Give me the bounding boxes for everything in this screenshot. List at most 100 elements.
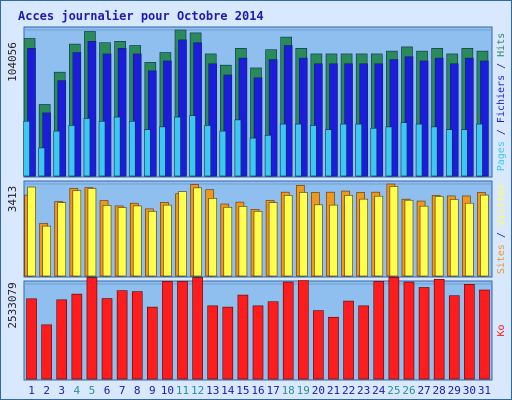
hits-panel: 104056 Pages / Fichiers / Hits <box>6 26 507 178</box>
chart-panels: 104056 Pages / Fichiers / Hits 3413 Sites /… <box>6 26 507 381</box>
x-tick-label-14: 14 <box>221 384 235 397</box>
bar-sites-6 <box>102 205 112 277</box>
chart-title: Acces journalier pour Octobre 2014 <box>18 9 264 23</box>
bar-fichiers-28 <box>434 57 444 177</box>
bar-fichiers-8 <box>132 53 142 177</box>
bar-fichiers-23 <box>359 63 368 177</box>
bar-fichiers-27 <box>419 60 429 177</box>
bar-sites-13 <box>208 198 218 277</box>
bar-sites-11 <box>178 191 187 277</box>
bar-sites-10 <box>163 204 172 277</box>
bar-ko-5 <box>86 277 98 380</box>
hits-panel-legend-part: Pages <box>496 141 507 171</box>
bar-fichiers-17 <box>268 59 278 177</box>
bar-ko-19 <box>297 280 309 380</box>
bar-fichiers-13 <box>208 63 218 177</box>
bar-ko-4 <box>71 293 83 380</box>
bar-pages-23 <box>355 123 362 177</box>
bar-pages-12 <box>189 115 196 177</box>
bar-pages-9 <box>144 129 151 177</box>
bar-fichiers-31 <box>480 60 489 177</box>
bar-pages-7 <box>113 116 121 177</box>
bar-ko-14 <box>222 306 234 380</box>
ko-panel-legend: Ko <box>496 324 507 336</box>
bar-ko-29 <box>448 295 460 380</box>
bar-pages-14 <box>219 130 227 177</box>
x-tick-label-31: 31 <box>478 384 491 397</box>
x-tick-label-3: 3 <box>58 384 65 397</box>
bar-pages-25 <box>385 126 393 177</box>
bar-sites-26 <box>404 199 414 277</box>
bar-fichiers-14 <box>223 74 233 177</box>
bar-ko-15 <box>237 294 249 380</box>
bar-ko-27 <box>418 287 430 380</box>
bar-pages-19 <box>294 123 302 177</box>
x-tick-label-23: 23 <box>357 384 370 397</box>
bar-sites-9 <box>148 211 157 277</box>
bar-fichiers-30 <box>465 57 474 177</box>
bar-pages-21 <box>325 129 332 177</box>
hits-panel-max-label: 104056 <box>6 42 19 82</box>
bar-sites-25 <box>389 186 399 277</box>
x-tick-label-16: 16 <box>251 384 264 397</box>
bar-ko-24 <box>373 281 385 380</box>
x-tick-label-6: 6 <box>104 384 111 397</box>
x-tick-label-2: 2 <box>43 384 50 397</box>
bar-pages-28 <box>430 126 438 177</box>
bar-pages-5 <box>83 118 91 177</box>
x-tick-label-20: 20 <box>312 384 325 397</box>
bar-sites-31 <box>480 194 489 277</box>
bar-ko-18 <box>282 281 294 380</box>
bar-fichiers-19 <box>298 57 308 177</box>
bar-fichiers-18 <box>283 45 293 177</box>
bar-pages-17 <box>264 135 272 177</box>
bar-ko-16 <box>252 305 264 380</box>
bar-ko-25 <box>388 277 400 380</box>
bar-sites-30 <box>465 202 474 277</box>
hits-panel-legend: Pages / Fichiers / Hits <box>496 33 507 172</box>
bar-ko-13 <box>207 305 219 380</box>
bar-pages-15 <box>234 119 242 177</box>
bar-fichiers-29 <box>449 63 459 177</box>
ko-panel-legend-part: Ko <box>496 324 507 336</box>
bar-fichiers-9 <box>148 70 157 177</box>
bar-sites-14 <box>223 206 233 277</box>
bar-sites-1 <box>27 186 36 277</box>
x-tick-label-10: 10 <box>161 384 174 397</box>
x-tick-label-11: 11 <box>176 384 189 397</box>
x-tick-label-9: 9 <box>149 384 156 397</box>
bar-pages-11 <box>174 116 181 177</box>
bar-fichiers-25 <box>389 59 399 177</box>
hits-panel-legend-part: / <box>496 57 507 75</box>
x-tick-label-17: 17 <box>266 384 279 397</box>
bar-fichiers-15 <box>238 57 248 177</box>
bar-ko-17 <box>267 301 279 380</box>
bar-sites-28 <box>434 196 444 277</box>
x-tick-label-13: 13 <box>206 384 219 397</box>
bar-sites-2 <box>42 225 51 277</box>
bar-ko-1 <box>26 298 37 380</box>
bar-ko-7 <box>116 290 128 380</box>
bar-ko-28 <box>433 278 445 380</box>
bar-fichiers-6 <box>102 53 112 177</box>
hits-panel-legend-part: Fichiers <box>496 75 507 123</box>
bar-fichiers-2 <box>42 112 51 177</box>
hits-panel-legend-part: / <box>496 123 507 141</box>
bar-ko-31 <box>479 289 490 380</box>
x-tick-label-25: 25 <box>387 384 400 397</box>
bar-ko-22 <box>343 300 354 380</box>
x-tick-label-27: 27 <box>417 384 430 397</box>
bar-fichiers-11 <box>178 39 187 177</box>
bar-pages-8 <box>128 120 136 177</box>
bar-sites-22 <box>344 195 353 277</box>
x-tick-label-30: 30 <box>463 384 476 397</box>
x-tick-label-19: 19 <box>297 384 310 397</box>
bar-pages-27 <box>415 123 423 177</box>
bar-sites-21 <box>329 204 338 277</box>
visits-panel-max-label: 3413 <box>6 186 19 213</box>
bar-ko-3 <box>56 299 68 380</box>
bar-fichiers-12 <box>193 42 202 177</box>
x-tick-label-18: 18 <box>282 384 295 397</box>
ko-panel-max-label: 2533079 <box>6 282 19 328</box>
bar-fichiers-26 <box>404 56 414 177</box>
